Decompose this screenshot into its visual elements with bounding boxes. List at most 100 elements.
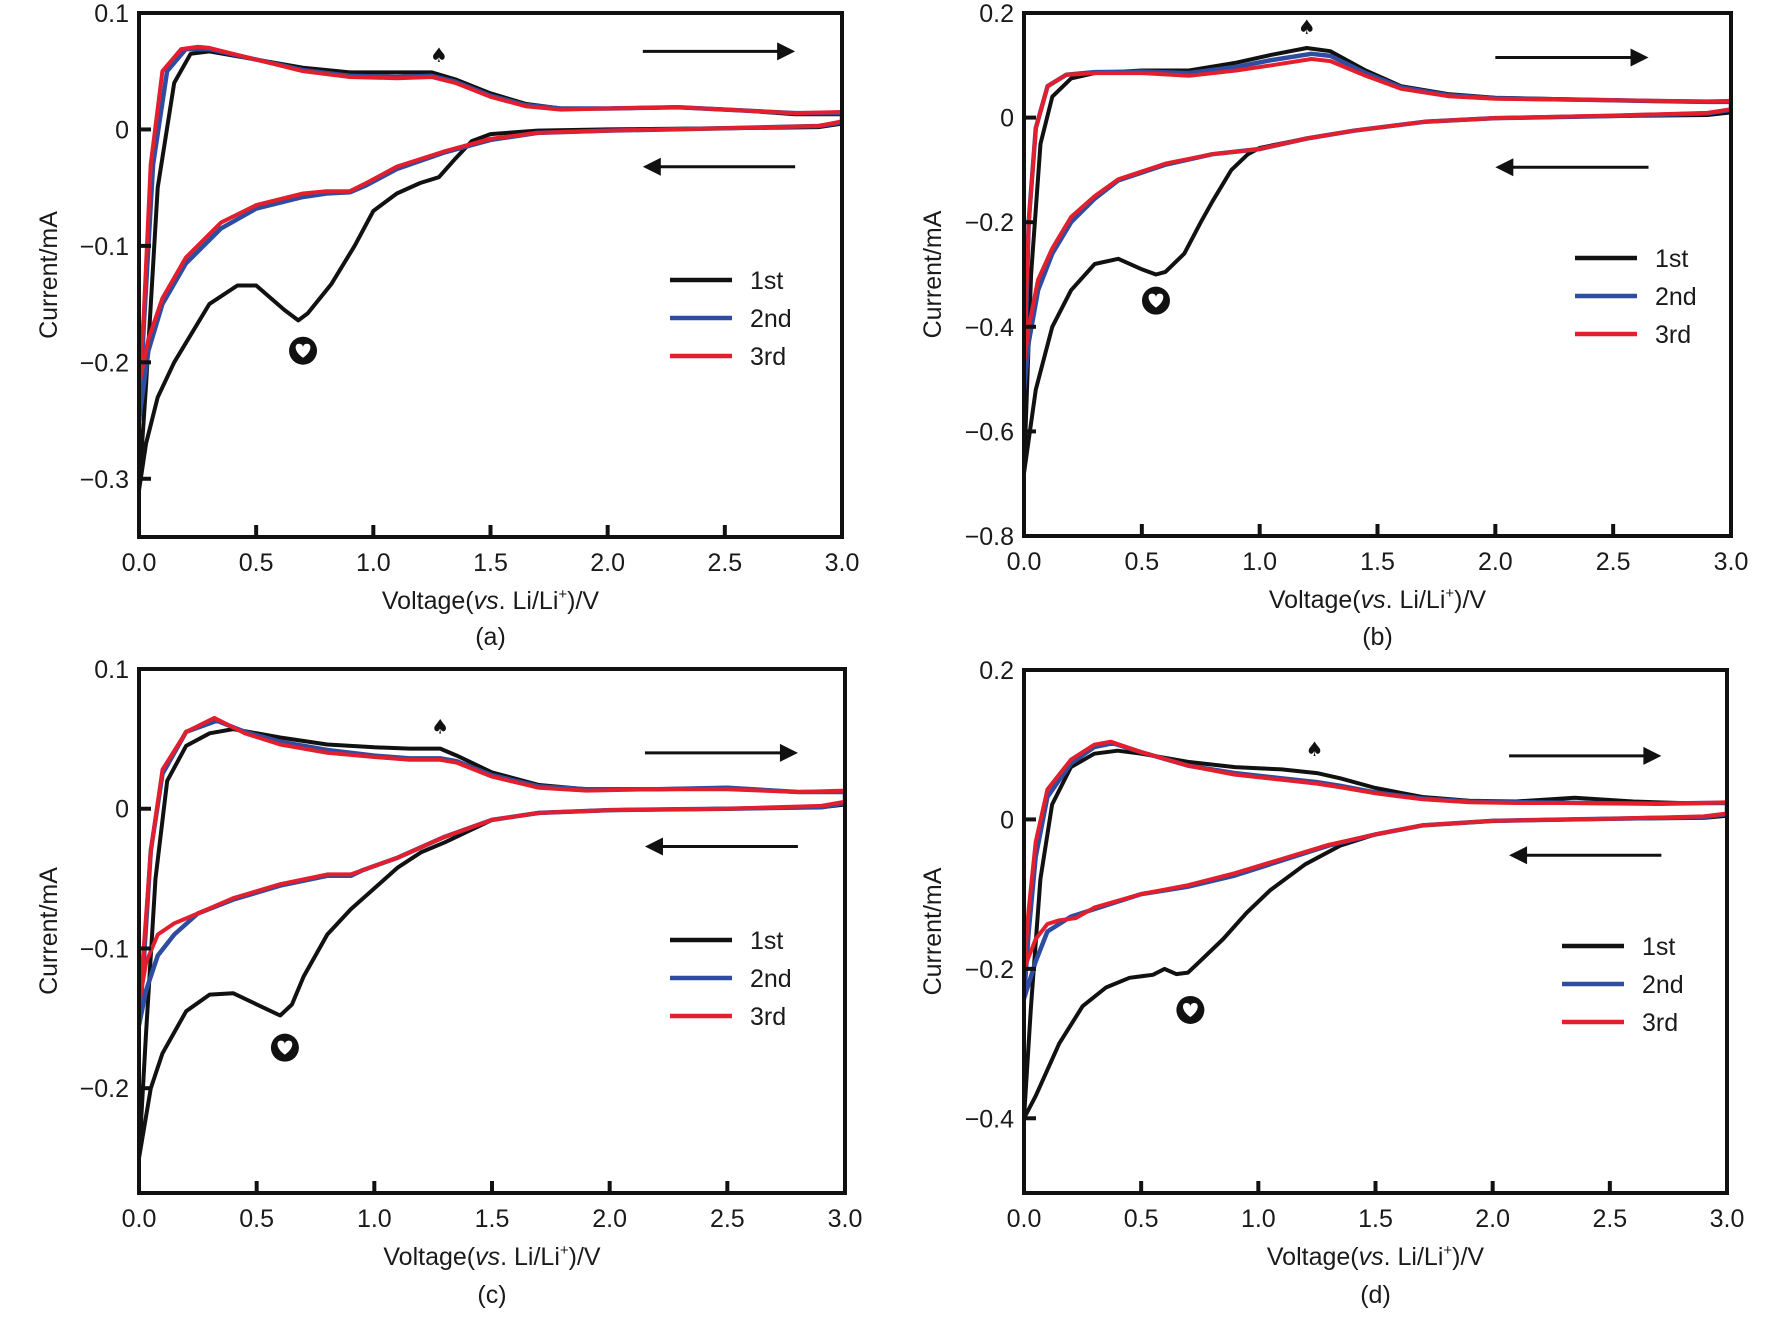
series-group [1022,46,1733,476]
y-axis-label: Current/mA [919,210,947,338]
arrow-left-head-icon [1495,158,1514,177]
arrow-right-head-icon [779,743,798,762]
series-line-1st [137,49,844,493]
x-tick-label: 2.5 [707,549,742,577]
series-group [137,715,847,1161]
x-tick-label: 0.5 [239,549,274,577]
arrow-right-head-icon [777,42,796,61]
x-axis-label-part: . Li/Li [1384,1243,1444,1271]
x-axis-label-part: . Li/Li [1386,586,1446,614]
legend-label: 2nd [750,965,792,993]
x-tick-label: 2.0 [592,1205,627,1233]
x-axis-label: Voltage(vs. Li/Li+)/V [383,1242,601,1271]
x-axis-label-part: . Li/Li [499,587,559,615]
x-axis-label-part: + [1443,1242,1452,1259]
x-axis-label-part: )/V [567,587,599,615]
series-line-1st [1022,748,1729,1121]
series-line-2nd [137,718,847,1028]
y-tick-label: 0.1 [94,0,129,28]
legend: 1st 2nd 3rd [670,267,792,371]
x-axis-label-part: Voltage( [1269,586,1361,614]
x-axis-label-part: Voltage( [382,587,474,615]
x-tick-label: 1.5 [1360,548,1395,576]
panel-label: (c) [477,1281,506,1309]
y-tick-label: −0.3 [80,466,129,494]
y-tick-label: −0.1 [80,233,129,261]
x-axis-label-part: )/V [1454,586,1486,614]
x-axis-label-part: )/V [569,1243,601,1271]
x-tick-label: 0.0 [122,549,157,577]
y-tick-label: −0.4 [965,1105,1014,1133]
x-tick-label: 1.0 [1241,1205,1276,1233]
x-axis-label-part: vs [474,587,499,615]
x-tick-label: 1.0 [1242,548,1277,576]
spade-icon: ♠ [1306,737,1324,761]
arrow-left-head-icon [644,837,663,856]
heart-circle-icon [1176,995,1205,1024]
series-group [1022,739,1729,1121]
x-tick-label: 0.5 [239,1205,274,1233]
spade-icon: ♠ [430,43,448,67]
legend-label: 3rd [750,343,786,371]
legend-label: 2nd [750,305,792,333]
x-tick-label: 0.0 [1007,548,1042,576]
plot-frame [1022,11,1733,538]
legend-label: 2nd [1642,971,1684,999]
legend: 1st 2nd 3rd [1562,933,1684,1037]
y-tick-label: 0.1 [94,656,129,684]
arrow-left-head-icon [1509,846,1528,865]
legend-label: 3rd [750,1003,786,1031]
panel-label: (b) [1362,623,1393,651]
spade-icon: ♠ [1298,15,1316,39]
legend-label: 3rd [1642,1009,1678,1037]
x-axis-label-part: + [1445,585,1454,602]
arrow-right-head-icon [1643,746,1662,765]
series-line-2nd [137,46,844,423]
panel-a: 0.0 0.5 1.0 1.5 2.0 2.5 3.0 0.1 0 −0.1 −0.2 −0.3 Cur… [35,0,859,651]
legend-label: 1st [1655,245,1688,273]
x-tick-label: 2.5 [1592,1205,1627,1233]
x-tick-label: 1.0 [357,1205,392,1233]
panel-d: 0.0 0.5 1.0 1.5 2.0 2.5 3.0 0.2 0 −0.2 −0.4 Current… [919,657,1744,1309]
x-tick-label: 3.0 [1714,548,1749,576]
plot-frame [137,667,847,1195]
x-tick-label: 2.0 [590,549,625,577]
x-axis-label: Voltage(vs. Li/Li+)/V [382,586,600,615]
y-axis-label: Current/mA [35,867,63,995]
series-line-2nd [1022,740,1729,1001]
x-axis-label-part: vs [1361,586,1386,614]
y-tick-label: 0 [115,116,129,144]
y-tick-label: 0.2 [979,0,1014,28]
legend-label: 1st [1642,933,1675,961]
panel-label: (d) [1360,1281,1391,1309]
heart-circle-icon [289,336,318,365]
x-tick-label: 2.0 [1475,1205,1510,1233]
x-tick-label: 3.0 [825,549,860,577]
arrow-left-head-icon [642,157,661,176]
x-axis-label-part: Voltage( [1267,1243,1359,1271]
x-tick-label: 0.5 [1124,1205,1159,1233]
x-axis-label-part: + [558,586,567,603]
y-tick-label: −0.8 [965,523,1014,551]
legend-label: 1st [750,927,783,955]
heart-circle-icon [270,1033,299,1062]
y-tick-label: 0 [1000,806,1014,834]
series-line-3rd [1022,57,1733,366]
x-tick-label: 2.0 [1478,548,1513,576]
y-axis-label: Current/mA [919,867,947,995]
x-tick-label: 1.5 [473,549,508,577]
legend-label: 3rd [1655,321,1691,349]
series-line-3rd [1022,739,1729,971]
heart-circle-icon [1141,286,1170,315]
series-line-2nd [1022,51,1733,392]
y-tick-label: −0.2 [80,349,129,377]
x-tick-label: 1.0 [356,549,391,577]
x-tick-label: 0.0 [1007,1205,1042,1233]
y-tick-label: −0.1 [80,935,129,963]
series-line-1st [1022,46,1733,476]
x-axis-label-part: Voltage( [383,1243,475,1271]
y-axis-label: Current/mA [35,211,63,339]
legend: 1st 2nd 3rd [1575,245,1697,349]
x-tick-label: 3.0 [1710,1205,1745,1233]
